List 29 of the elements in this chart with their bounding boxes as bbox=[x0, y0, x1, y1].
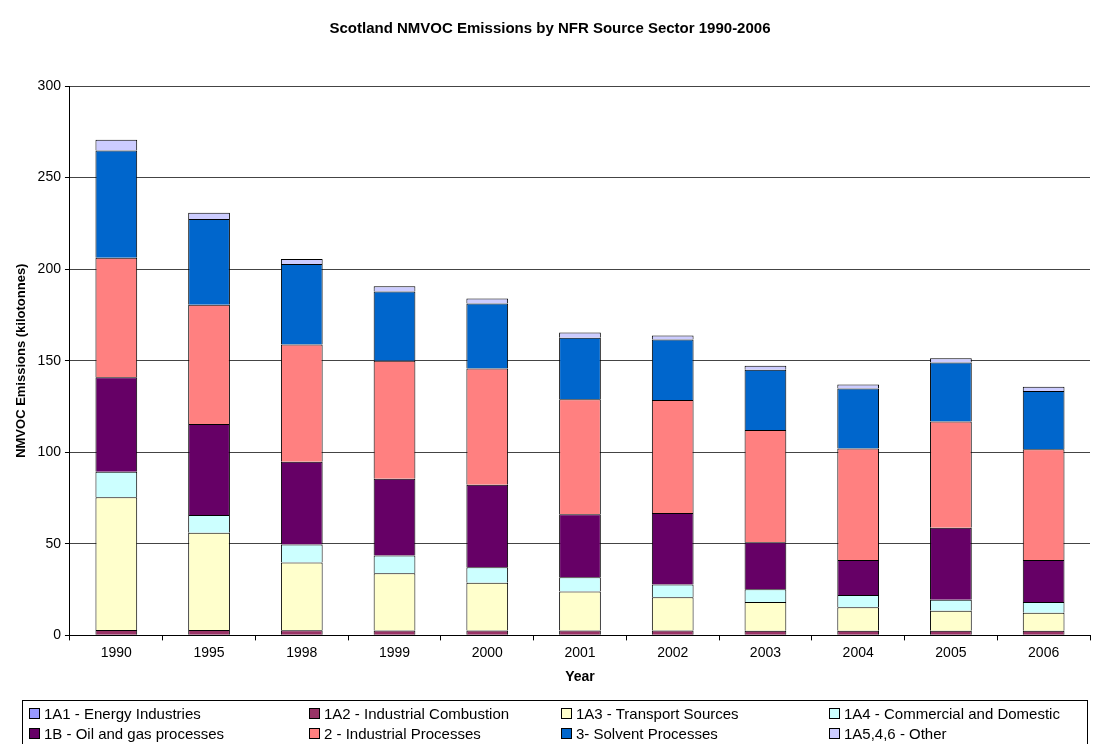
x-axis-title: Year bbox=[565, 668, 596, 685]
x-tick-label: 1998 bbox=[286, 643, 318, 660]
legend-label: 1B - Oil and gas processes bbox=[44, 724, 225, 742]
legend-label: 1A3 - Transport Sources bbox=[576, 704, 739, 722]
y-tick-label: 250 bbox=[37, 168, 62, 185]
y-tick-label: 150 bbox=[37, 351, 62, 368]
x-tick-label: 2001 bbox=[564, 643, 596, 660]
x-tick-label: 1995 bbox=[193, 643, 225, 660]
x-tick-label: 2002 bbox=[657, 643, 689, 660]
y-tick-label: 100 bbox=[37, 443, 62, 460]
legend-label: 1A1 - Energy Industries bbox=[44, 704, 201, 722]
y-tick-label: 200 bbox=[37, 259, 62, 276]
legend-label: 1A4 - Commercial and Domestic bbox=[844, 704, 1060, 722]
x-tick-label: 1999 bbox=[378, 643, 411, 660]
chart-title: Scotland NMVOC Emissions by NFR Source Sector 1990-2006 bbox=[329, 19, 771, 37]
y-tick-label: 300 bbox=[37, 76, 62, 93]
y-axis-title: NMVOC Emissions (kilotonnes) bbox=[13, 263, 29, 458]
legend-label: 1A5,4,6 - Other bbox=[844, 724, 947, 742]
legend-label: 2 - Industrial Processes bbox=[324, 724, 481, 742]
x-tick-label: 2006 bbox=[1028, 643, 1060, 660]
x-tick-label: 2003 bbox=[749, 643, 782, 660]
x-tick-label: 2004 bbox=[842, 643, 874, 660]
x-tick-label: 2005 bbox=[935, 643, 967, 660]
x-tick-label: 2000 bbox=[471, 643, 504, 660]
y-tick-label: 50 bbox=[45, 534, 62, 551]
y-tick-label: 0 bbox=[53, 626, 62, 643]
legend-label: 1A2 - Industrial Combustion bbox=[324, 704, 510, 722]
x-tick-label: 1990 bbox=[100, 643, 133, 660]
legend-label: 3- Solvent Processes bbox=[576, 724, 718, 742]
